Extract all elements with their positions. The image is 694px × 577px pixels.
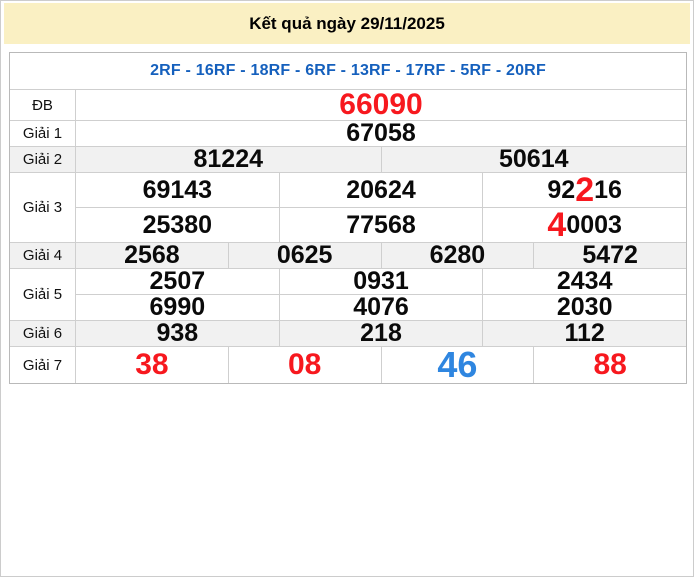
prize-values: 69143 20624 92 2 16 25380 77568 4 0003 [76,173,686,242]
prize-number-cell: 6990 [76,295,279,320]
prize-value-row: 938 218 112 [76,321,686,346]
prize-number-cell: 81224 [76,147,381,172]
prize-digit-segment: 0003 [566,210,622,239]
prize-values: 81224 50614 [76,147,686,172]
prize-digit-segment: 67058 [346,119,416,147]
prize-number-cell: 2507 [76,269,279,294]
prize-digit-segment: 38 [135,348,169,381]
prize-number-cell: 20624 [278,173,483,207]
prize-number-cell: 2030 [482,295,686,320]
prize-digit-segment: 25380 [142,210,213,239]
prize-number-cell: 77568 [278,208,483,242]
prize-number-cell: 2434 [482,269,686,294]
prize-value-row: 25380 77568 4 0003 [76,207,686,242]
prize-values: 2568 0625 6280 5472 [76,243,686,268]
prize-digit-segment: 46 [437,344,478,385]
prize-label: ĐB [10,90,76,120]
prize-digit-segment: 69143 [142,175,213,204]
prize-number-cell: 4 0003 [482,208,686,242]
prize-value-row: 67058 [76,121,686,146]
prize-digit-segment: 66090 [339,88,423,121]
prize-number-cell: 88 [533,347,686,383]
prize-digit-segment: 938 [156,319,199,347]
prize-digit-segment: 16 [594,175,622,204]
prize-label: Giải 6 [10,321,76,346]
prize-number-cell: 4076 [278,293,483,321]
prize-number-cell: 66090 [76,90,686,120]
prize-row: Giải 6 938 218 112 [10,320,686,346]
results-date-title: Kết quả ngày 29/11/2025 [249,13,445,33]
prize-number-cell: 938 [76,321,279,346]
prize-values: 2507 0931 2434 6990 4076 2030 [76,269,686,320]
prize-value-row: 2568 0625 6280 5472 [76,243,686,268]
prize-row: Giải 7 38 08 46 88 [10,346,686,383]
prize-digit-segment: 5472 [582,241,638,269]
prize-number-cell: 25380 [76,208,279,242]
prize-values: 67058 [76,121,686,146]
prize-row: Giải 2 81224 50614 [10,146,686,172]
station-codes-line[interactable]: 2RF - 16RF - 18RF - 6RF - 13RF - 17RF - … [150,62,546,79]
prize-row: Giải 1 67058 [10,120,686,146]
prize-value-row: 66090 [76,90,686,120]
prize-label: Giải 4 [10,243,76,268]
prize-number-cell: 0931 [278,267,483,295]
prize-number-cell: 218 [278,319,483,347]
prize-digit-segment: 4 [547,206,567,244]
prize-value-row: 6990 4076 2030 [76,294,686,320]
prize-number-cell: 112 [482,321,686,346]
prize-values: 938 218 112 [76,321,686,346]
prize-label: Giải 5 [10,269,76,320]
prize-values: 66090 [76,90,686,120]
prize-value-row: 2507 0931 2434 [76,269,686,294]
prize-row: ĐB 66090 [10,89,686,120]
prize-digit-segment: 77568 [346,210,416,239]
prize-row: Giải 5 2507 0931 2434 6990 4076 2030 [10,268,686,320]
lottery-results-table: 2RF - 16RF - 18RF - 6RF - 13RF - 17RF - … [9,52,687,384]
prize-digit-segment: 2030 [556,293,613,321]
prize-number-cell: 92 2 16 [482,173,686,207]
prize-digit-segment: 92 [547,175,576,204]
prize-value-row: 81224 50614 [76,147,686,172]
prize-digit-segment: 0931 [353,267,409,295]
prize-number-cell: 08 [227,347,381,383]
prize-digit-segment: 112 [564,319,605,347]
prize-number-cell: 46 [380,344,534,385]
prize-number-cell: 38 [76,347,228,383]
prize-digit-segment: 88 [593,348,627,381]
prize-value-row: 69143 20624 92 2 16 [76,173,686,207]
prize-number-cell: 67058 [76,121,686,146]
prizes-container: ĐB 66090 Giải 1 67058 Giải 2 81224 50614 Giải 3… [10,89,686,383]
prize-digit-segment: 4076 [353,293,409,321]
prize-label: Giải 2 [10,147,76,172]
prize-digit-segment: 50614 [498,145,569,173]
prize-digit-segment: 81224 [193,145,264,173]
prize-label: Giải 7 [10,347,76,383]
prize-digit-segment: 08 [287,348,322,381]
prize-number-cell: 2568 [76,243,228,268]
prize-digit-segment: 2568 [124,241,180,269]
prize-digit-segment: 2434 [556,267,613,295]
prize-number-cell: 5472 [533,243,686,268]
prize-number-cell: 6280 [380,241,534,269]
prize-label: Giải 1 [10,121,76,146]
results-header: Kết quả ngày 29/11/2025 [4,3,690,44]
prize-value-row: 38 08 46 88 [76,347,686,383]
prize-digit-segment: 6280 [429,241,486,269]
prize-digit-segment: 6990 [149,293,206,321]
prize-digit-segment: 2507 [149,267,206,295]
prize-values: 38 08 46 88 [76,347,686,383]
prize-number-cell: 50614 [380,145,687,173]
prize-digit-segment: 218 [360,319,402,347]
prize-digit-segment: 0625 [276,241,333,269]
prize-number-cell: 69143 [76,173,279,207]
prize-digit-segment: 20624 [346,175,416,204]
prize-row: Giải 4 2568 0625 6280 5472 [10,242,686,268]
prize-number-cell: 0625 [227,241,381,269]
prize-digit-segment: 2 [575,171,595,209]
prize-row: Giải 3 69143 20624 92 2 16 25380 77568 4 0003 [10,172,686,242]
prize-label: Giải 3 [10,173,76,242]
